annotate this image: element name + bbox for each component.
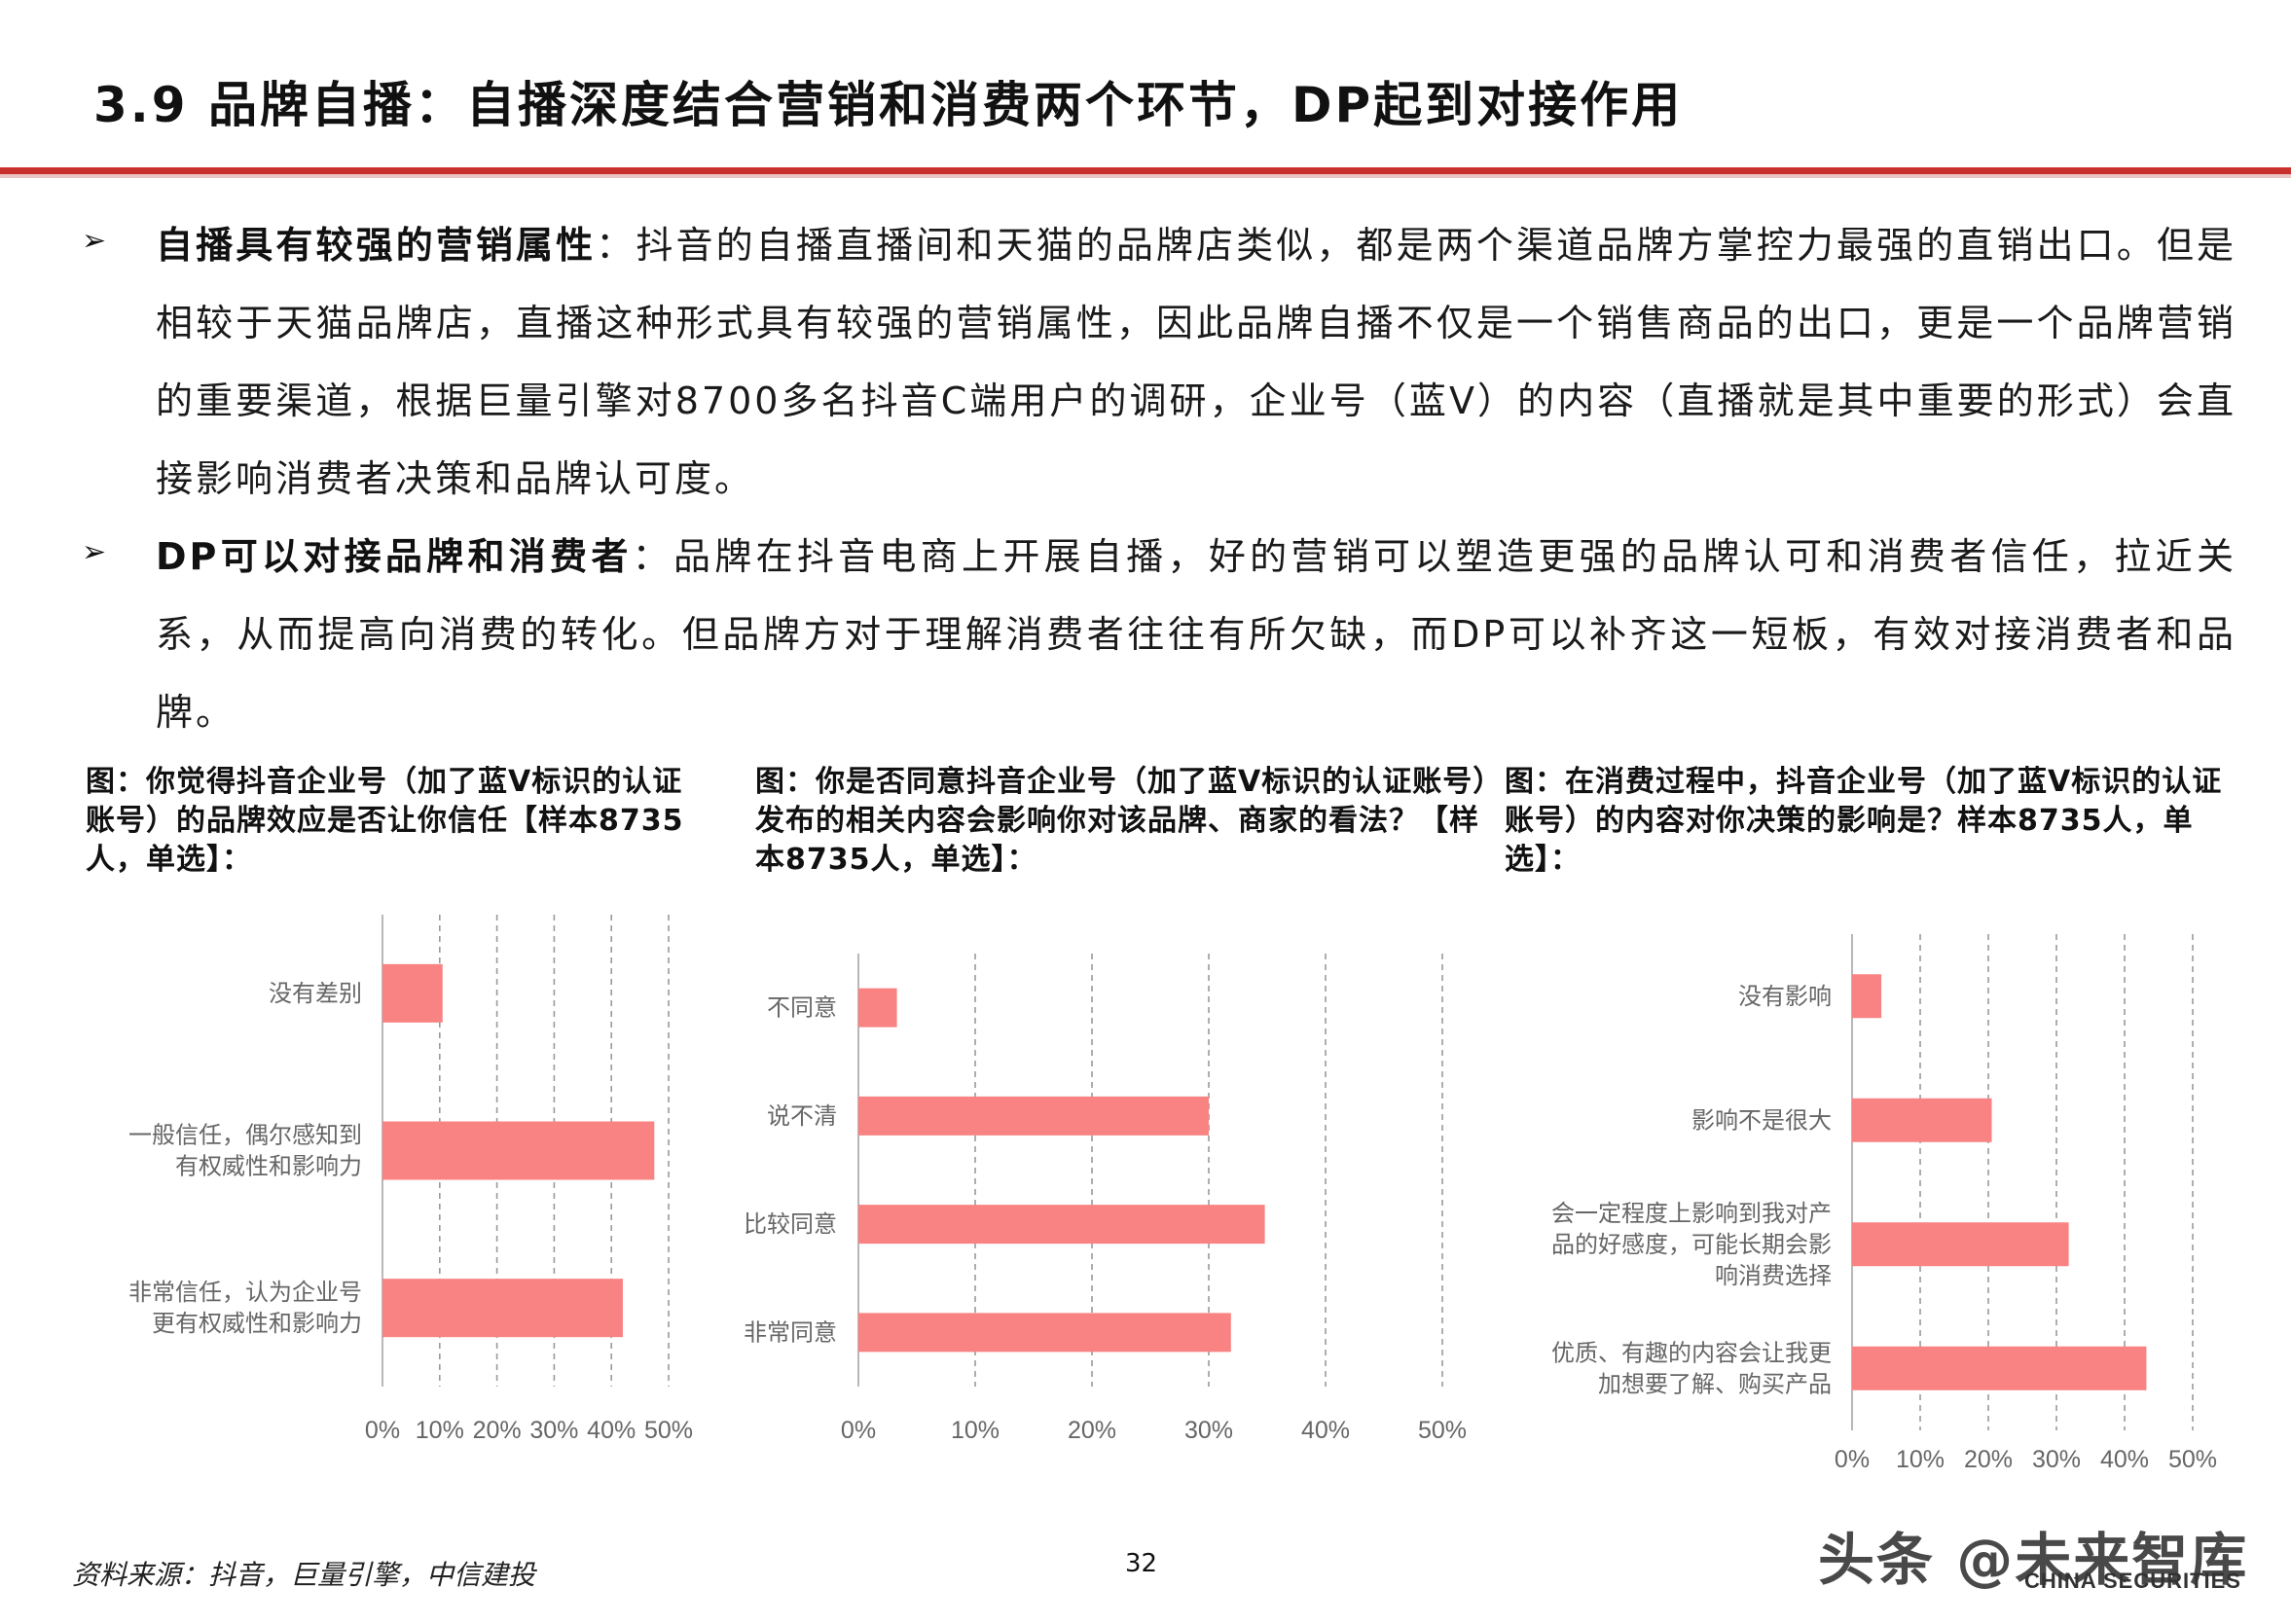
bar (382, 1121, 655, 1180)
bar (858, 1205, 1265, 1245)
bar (382, 1279, 623, 1338)
watermark: 头条 @未来智库 (1818, 1527, 2249, 1593)
x-tick-label: 30% (2032, 1446, 2081, 1473)
chart-brand-trust: 0% 10% 20% 30% 40% 50% 没有差别一般信任，偶尔感知到有权威性和影响力非… (0, 895, 720, 1469)
x-tick-label: 20% (473, 1417, 522, 1444)
arrow-bullet-icon: ➢ (82, 224, 107, 258)
x-tick-label: 40% (2100, 1446, 2149, 1473)
bar (1852, 1222, 2069, 1267)
x-tick-label: 40% (587, 1417, 636, 1444)
category-label: 没有影响 (1738, 983, 1832, 1010)
bar (1852, 1098, 1992, 1142)
bullet-item: ➢ 自播具有较强的营销属性：抖音的自播直播间和天猫的品牌店类似，都是两个渠道品牌… (76, 206, 2236, 518)
source-note: 资料来源：抖音，巨量引擎，中信建投 (72, 1559, 536, 1591)
arrow-bullet-icon: ➢ (82, 535, 107, 569)
bar (858, 1313, 1231, 1353)
category-label: 影响不是很大 (1691, 1106, 1832, 1134)
bar (1852, 974, 1882, 1019)
category-label: 说不清 (767, 1102, 837, 1130)
chart-caption-3: 图：在消费过程中，抖音企业号（加了蓝V标识的认证账号）的内容对你决策的影响是？样… (1505, 765, 2223, 877)
bullet-text: 自播具有较强的营销属性：抖音的自播直播间和天猫的品牌店类似，都是两个渠道品牌方掌… (156, 206, 2236, 518)
x-tick-label: 50% (1418, 1417, 1467, 1444)
bullet-list: ➢ 自播具有较强的营销属性：抖音的自播直播间和天猫的品牌店类似，都是两个渠道品牌… (76, 206, 2236, 751)
x-tick-label: 30% (529, 1417, 578, 1444)
category-label: 会一定程度上影响到我对产品的好感度，可能长期会影响消费选择 (1551, 1200, 1832, 1289)
x-tick-label: 30% (1184, 1417, 1233, 1444)
x-tick-label: 10% (951, 1417, 1000, 1444)
page-title: 3.9 品牌自播：自播深度结合营销和消费两个环节，DP起到对接作用 (93, 77, 1684, 133)
chart-svg: 0% 10% 20% 30% 40% 50% 没有影响影响不是很大会一定程度上影响到我对产品… (1551, 934, 2217, 1473)
chart-caption-2: 图：你是否同意抖音企业号（加了蓝V标识的认证账号）发布的相关内容会影响你对该品牌… (755, 765, 1489, 877)
title-divider (0, 167, 2291, 174)
bullet-heading: 自播具有较强的营销属性 (156, 224, 597, 267)
category-label: 非常信任，认为企业号更有权威性和影响力 (128, 1279, 362, 1337)
category-label: 优质、有趣的内容会让我更加想要了解、购买产品 (1551, 1339, 1832, 1397)
bullet-text: DP可以对接品牌和消费者：品牌在抖音电商上开展自播，好的营销可以塑造更强的品牌认… (156, 518, 2236, 751)
title-divider-shadow (0, 174, 2291, 178)
category-label: 没有差别 (269, 980, 362, 1007)
bullet-body: ：抖音的自播直播间和天猫的品牌店类似，都是两个渠道品牌方掌控力最强的直销出口。但… (156, 224, 2236, 500)
chart-caption-1: 图：你觉得抖音企业号（加了蓝V标识的认证账号）的品牌效应是否让你信任【样本873… (86, 765, 684, 877)
x-tick-label: 0% (841, 1417, 876, 1444)
bar (382, 963, 443, 1023)
category-label: 比较同意 (744, 1210, 837, 1238)
category-label: 非常同意 (744, 1318, 837, 1346)
bullet-body: ：品牌在抖音电商上开展自播，好的营销可以塑造更强的品牌认可和消费者信任，拉近关系… (156, 535, 2236, 734)
x-tick-label: 40% (1301, 1417, 1350, 1444)
chart-content-influence: 0% 10% 20% 30% 40% 50% 不同意说不清比较同意非常同意 (720, 934, 1479, 1469)
x-tick-label: 20% (1964, 1446, 2013, 1473)
chart-svg: 0% 10% 20% 30% 40% 50% 没有差别一般信任，偶尔感知到有权威性和影响力非… (128, 915, 693, 1444)
bullet-heading: DP可以对接品牌和消费者 (156, 535, 633, 578)
x-tick-label: 10% (1896, 1446, 1945, 1473)
bar (858, 988, 897, 1028)
bar (858, 1096, 1209, 1136)
bar (1852, 1346, 2147, 1390)
page-number: 32 (1125, 1549, 1158, 1578)
category-label: 一般信任，偶尔感知到有权威性和影响力 (128, 1122, 362, 1180)
chart-decision-impact: 0% 10% 20% 30% 40% 50% 没有影响影响不是很大会一定程度上影响到我对产品… (1489, 915, 2248, 1479)
x-tick-label: 0% (1835, 1446, 1870, 1473)
x-tick-label: 50% (644, 1417, 693, 1444)
category-label: 不同意 (767, 994, 837, 1022)
x-tick-label: 50% (2168, 1446, 2217, 1473)
x-tick-label: 20% (1068, 1417, 1116, 1444)
x-tick-label: 10% (416, 1417, 464, 1444)
company-logo-text: CHINA SECURITIES (2024, 1569, 2241, 1593)
x-tick-label: 0% (365, 1417, 400, 1444)
bullet-item: ➢ DP可以对接品牌和消费者：品牌在抖音电商上开展自播，好的营销可以塑造更强的品… (76, 518, 2236, 751)
